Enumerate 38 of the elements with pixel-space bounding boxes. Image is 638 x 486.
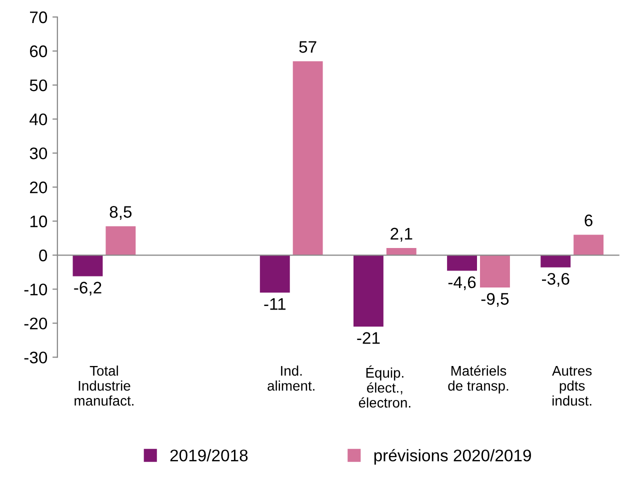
- y-tick-label: 10: [30, 216, 48, 228]
- bar: [540, 255, 571, 268]
- bar: [353, 255, 384, 327]
- data-label: 6: [584, 214, 592, 226]
- y-tick-label: -30: [24, 352, 48, 364]
- y-tick-label: -20: [24, 318, 48, 330]
- legend-label: 2019/2018: [170, 449, 248, 462]
- y-tick-label: 60: [30, 45, 48, 58]
- bar: [447, 255, 478, 271]
- y-tick-label: 20: [30, 182, 48, 194]
- legend-label: prévisions 2020/2019: [374, 448, 531, 465]
- y-tick-label: 50: [30, 79, 48, 92]
- x-tick-label: Total Industrie manufact.: [74, 366, 134, 406]
- x-tick-label: Matériels de transp.: [448, 365, 508, 394]
- y-tick-label: 0: [39, 250, 48, 262]
- data-label: -11: [264, 298, 286, 310]
- data-label: 8,5: [110, 206, 132, 220]
- y-tick-label: 40: [30, 113, 48, 126]
- x-tick-label: Ind. aliment.: [268, 366, 314, 391]
- data-label: -9,5: [481, 293, 509, 307]
- x-tick-label: Autres pdts indust.: [552, 366, 592, 406]
- bar: [72, 255, 103, 276]
- bar: [106, 226, 136, 256]
- data-label: -4,6: [448, 276, 476, 290]
- data-label: 2,1: [390, 228, 412, 242]
- bar: [260, 255, 290, 293]
- bar: [386, 248, 416, 256]
- x-tick-label: Équip. élect., électron.: [358, 366, 410, 408]
- data-label: -3,6: [542, 272, 570, 287]
- bar: [574, 234, 604, 256]
- y-tick-label: -10: [24, 284, 48, 296]
- bar: [292, 61, 323, 256]
- y-tick-label: 30: [30, 147, 48, 160]
- data-label: -6,2: [74, 282, 102, 296]
- data-label: -21: [357, 332, 380, 344]
- bar: [480, 255, 510, 288]
- data-label: 57: [299, 41, 316, 53]
- y-tick-label: 70: [30, 11, 48, 24]
